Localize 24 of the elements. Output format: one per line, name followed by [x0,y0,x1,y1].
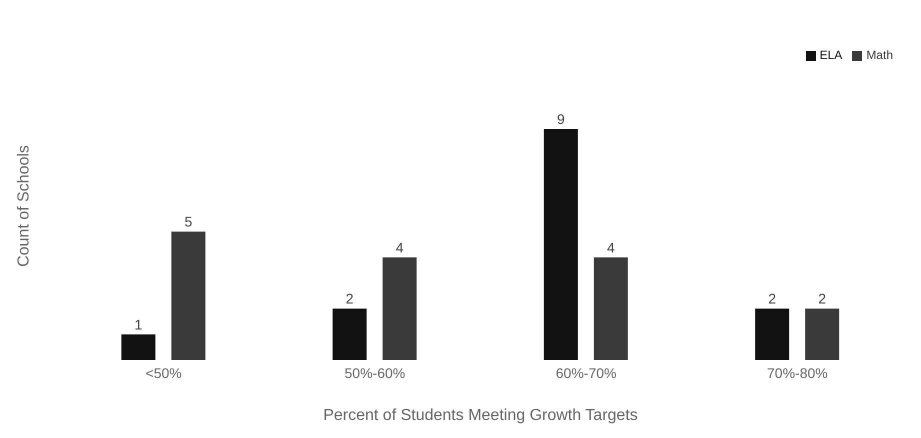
x-tick-label: 70%-80% [767,364,828,381]
bar [594,257,628,360]
bar [332,308,367,360]
bar [805,308,840,360]
data-label: 5 [184,214,192,230]
bar [755,308,790,360]
x-tick-label: <50% [146,364,182,381]
bar [544,129,578,360]
x-tick-label: 50%-60% [344,364,406,381]
bar [121,334,156,360]
x-tick-label: 60%-70% [556,364,616,381]
data-label: 9 [556,111,565,127]
data-label: 1 [134,316,142,332]
data-label: 2 [768,290,776,307]
data-label: 4 [606,239,615,256]
bar [382,257,417,360]
bar [171,232,206,360]
data-label: 2 [346,290,354,307]
legend-label: Math [866,48,893,62]
y-axis-title: Count of Schools [16,145,33,267]
data-label: 2 [818,290,826,307]
x-axis-title: Percent of Students Meeting Growth Targets [323,407,638,424]
legend-label: ELA [820,48,842,62]
data-label: 4 [396,239,404,256]
